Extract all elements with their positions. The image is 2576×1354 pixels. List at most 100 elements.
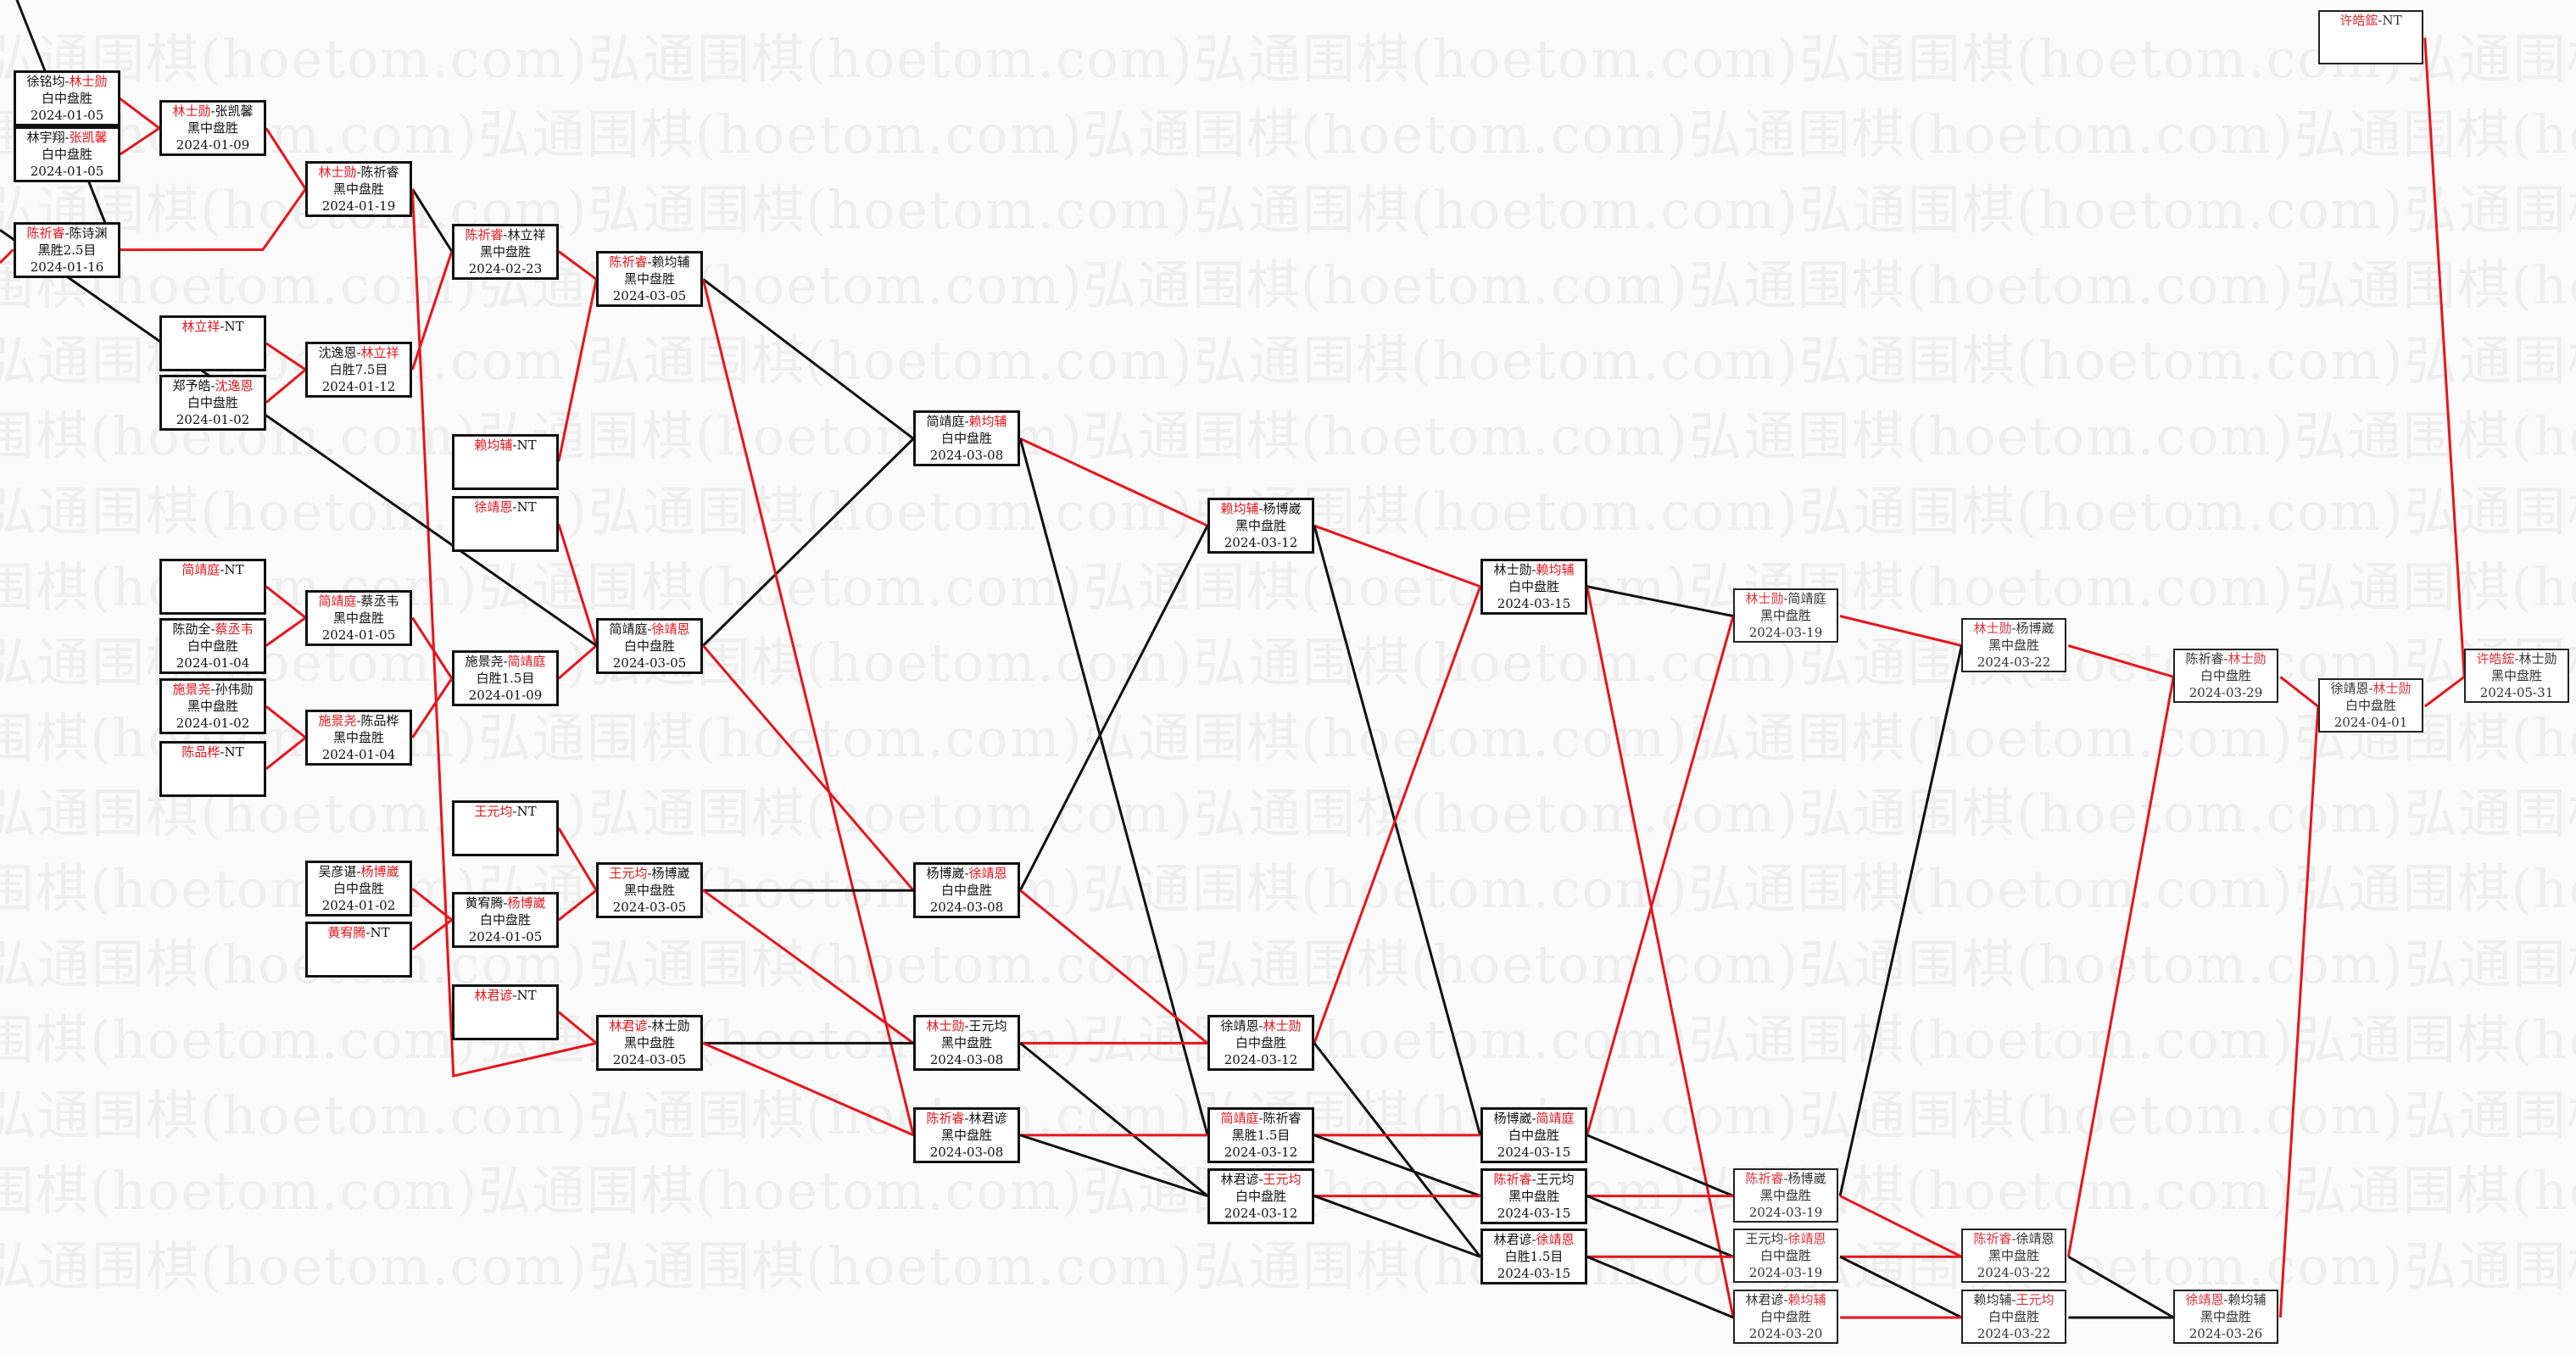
match-box[interactable]: 杨博崴-简靖庭 白中盘胜 2024-03-15: [1480, 1107, 1587, 1163]
separator: -: [210, 103, 215, 119]
match-box[interactable]: 王元均-NT: [452, 800, 559, 856]
separator: -: [356, 593, 361, 609]
match-box[interactable]: 陈祈睿-徐靖恩 黑中盘胜 2024-03-22: [1961, 1229, 2066, 1283]
player-white: 王元均: [1536, 1172, 1575, 1187]
player-black: 林士勋: [1493, 562, 1532, 577]
bracket-line: [120, 188, 307, 252]
player-white: 赖均辅: [1536, 562, 1575, 577]
match-date: 2024-03-22: [1977, 1326, 2051, 1341]
match-players: 徐靖恩-林士勋: [2320, 680, 2422, 697]
match-box[interactable]: 赖均辅-王元均 白中盘胜 2024-03-22: [1961, 1290, 2066, 1344]
match-box[interactable]: 王元均-杨博崴 黑中盘胜 2024-03-05: [596, 862, 703, 918]
match-box[interactable]: 林君谚-NT: [452, 984, 559, 1040]
separator: -: [503, 895, 508, 911]
match-box[interactable]: 林君谚-王元均 白中盘胜 2024-03-12: [1207, 1168, 1314, 1224]
match-box[interactable]: 林宇翔-张凯馨 白中盘胜 2024-01-05: [14, 126, 120, 182]
match-box[interactable]: 陈祈睿-陈诗渊 黑胜2.5目 2024-01-16: [14, 222, 120, 278]
match-players: 赖均辅-杨博崴: [1210, 500, 1312, 517]
player-black: 林君谚: [474, 988, 513, 1003]
player-white: 林立祥: [360, 345, 399, 360]
bracket-line: [557, 1011, 598, 1045]
player-white: 陈品桦: [360, 713, 399, 728]
match-result: 白中盘胜: [41, 147, 92, 162]
player-white: 张凯馨: [215, 103, 254, 119]
bracket-line: [411, 888, 453, 922]
separator: -: [647, 621, 652, 637]
match-box[interactable]: 徐靖恩-赖均辅 黑中盘胜 2024-03-26: [2173, 1290, 2278, 1344]
bracket-line: [265, 127, 307, 190]
match-box[interactable]: 陈祈睿-杨博崴 黑中盘胜 2024-03-19: [1733, 1168, 1838, 1223]
match-players: 吴彦谌-杨博崴: [308, 863, 410, 880]
match-box[interactable]: 林士勋-简靖庭 黑中盘胜 2024-03-19: [1733, 588, 1838, 643]
match-box[interactable]: 黄宥腾-杨博崴 白中盘胜 2024-01-05: [452, 892, 559, 948]
match-box[interactable]: 许皓鋐-NT: [2318, 10, 2423, 64]
match-box[interactable]: 徐铭均-林士勋 白中盘胜 2024-01-05: [14, 70, 120, 126]
match-box[interactable]: 简靖庭-蔡丞韦 黑中盘胜 2024-01-05: [305, 590, 412, 646]
match-date: 2024-03-15: [1497, 1206, 1571, 1221]
match-box[interactable]: 简靖庭-徐靖恩 白中盘胜 2024-03-05: [596, 618, 703, 674]
player-black: 陈祈睿: [926, 1111, 965, 1126]
match-box[interactable]: 郑予皓-沈逸恩 白中盘胜 2024-01-02: [159, 375, 266, 431]
match-players: 王元均-NT: [454, 803, 556, 820]
match-date: 2024-03-20: [1748, 1326, 1823, 1341]
match-box[interactable]: 沈逸恩-林立祥 白胜7.5目 2024-01-12: [305, 342, 412, 398]
match-box[interactable]: 林士勋-陈祈睿 黑中盘胜 2024-01-19: [305, 161, 412, 217]
player-black: 林士勋: [1973, 621, 2012, 636]
match-box[interactable]: 杨博崴-徐靖恩 白中盘胜 2024-03-08: [913, 862, 1020, 918]
player-black: 陈祈睿: [1973, 1231, 2012, 1246]
player-black: 王元均: [609, 866, 648, 881]
match-box[interactable]: 林君谚-赖均辅 白中盘胜 2024-03-20: [1733, 1290, 1838, 1344]
match-box[interactable]: 徐靖恩-林士勋 白中盘胜 2024-03-12: [1207, 1015, 1314, 1071]
match-date: 2024-04-01: [2333, 715, 2408, 730]
match-box[interactable]: 王元均-徐靖恩 白中盘胜 2024-03-19: [1733, 1229, 1838, 1283]
bracket-line: [702, 644, 915, 892]
match-box[interactable]: 陈祈睿-林立祥 黑中盘胜 2024-02-23: [452, 224, 559, 280]
match-box[interactable]: 吴彦谌-杨博崴 白中盘胜 2024-01-02: [305, 861, 412, 917]
match-box[interactable]: 林君谚-徐靖恩 白胜1.5目 2024-03-15: [1480, 1229, 1587, 1284]
player-white: NT: [516, 437, 537, 453]
match-box[interactable]: 林士勋-杨博崴 黑中盘胜 2024-03-22: [1961, 618, 2066, 672]
match-players: 陈祈睿-林君谚: [916, 1110, 1018, 1127]
match-box[interactable]: 陈祈睿-赖均辅 黑中盘胜 2024-03-05: [596, 251, 703, 307]
match-box[interactable]: 施景尧-陈品桦 黑中盘胜 2024-01-04: [305, 710, 412, 766]
watermark-text: 弘通围棋(hoetom.com)弘通围棋(hoetom.com)弘通围棋(hoe…: [0, 707, 2576, 769]
player-black: 赖均辅: [1973, 1292, 2012, 1307]
separator: -: [356, 164, 361, 180]
match-box[interactable]: 简靖庭-NT: [159, 559, 266, 615]
match-box[interactable]: 赖均辅-NT: [452, 434, 559, 490]
match-box[interactable]: 林士勋-王元均 黑中盘胜 2024-03-08: [913, 1015, 1020, 1071]
match-box[interactable]: 许皓鋐-林士勋 黑中盘胜 2024-05-31: [2464, 649, 2569, 703]
bracket-line: [702, 437, 915, 647]
match-box[interactable]: 简靖庭-陈祈睿 黑胜1.5目 2024-03-12: [1207, 1107, 1314, 1163]
match-players: 赖均辅-NT: [454, 437, 556, 454]
match-box[interactable]: 徐靖恩-NT: [452, 496, 559, 552]
match-box[interactable]: 陈品桦-NT: [159, 741, 266, 797]
match-box[interactable]: 徐靖恩-林士勋 白中盘胜 2024-04-01: [2318, 678, 2423, 733]
match-box[interactable]: 林士勋-张凯馨 黑中盘胜 2024-01-09: [159, 100, 266, 156]
match-box[interactable]: 陈祈睿-王元均 黑中盘胜 2024-03-15: [1480, 1168, 1587, 1224]
match-result: 黑中盘胜: [940, 1128, 992, 1143]
match-box[interactable]: 林士勋-赖均辅 白中盘胜 2024-03-15: [1480, 559, 1587, 615]
bracket-line: [1018, 525, 1209, 891]
match-box[interactable]: 陈祈睿-林君谚 黑中盘胜 2024-03-08: [913, 1107, 1020, 1163]
match-box[interactable]: 林立祥-NT: [159, 315, 266, 371]
match-box[interactable]: 施景尧-简靖庭 白胜1.5目 2024-01-09: [452, 650, 559, 706]
player-white: 王元均: [968, 1018, 1007, 1034]
separator: -: [64, 130, 70, 145]
match-players: 林士勋-简靖庭: [1735, 590, 1837, 607]
bracket-line: [411, 188, 454, 253]
match-box[interactable]: 赖均辅-杨博崴 黑中盘胜 2024-03-12: [1207, 498, 1314, 554]
player-black: 施景尧: [318, 713, 357, 728]
match-box[interactable]: 林君谚-林士勋 黑中盘胜 2024-03-05: [596, 1015, 703, 1071]
match-players: 林宇翔-张凯馨: [16, 129, 118, 146]
match-players: 林君谚-NT: [454, 987, 556, 1004]
match-box[interactable]: 施景尧-孙伟勋 黑中盘胜 2024-01-02: [159, 678, 266, 734]
watermark-text: 弘通围棋(hoetom.com)弘通围棋(hoetom.com)弘通围棋(hoe…: [0, 783, 2576, 844]
match-box[interactable]: 陈祈睿-林士勋 白中盘胜 2024-03-29: [2173, 649, 2278, 703]
separator: -: [2011, 621, 2016, 636]
bracket-line: [0, 248, 14, 265]
match-result: 黑中盘胜: [1988, 1248, 2039, 1263]
match-box[interactable]: 简靖庭-赖均辅 白中盘胜 2024-03-08: [913, 410, 1020, 466]
match-box[interactable]: 黄宥腾-NT: [305, 922, 412, 978]
match-box[interactable]: 陈劭全-蔡丞韦 白中盘胜 2024-01-04: [159, 618, 266, 674]
